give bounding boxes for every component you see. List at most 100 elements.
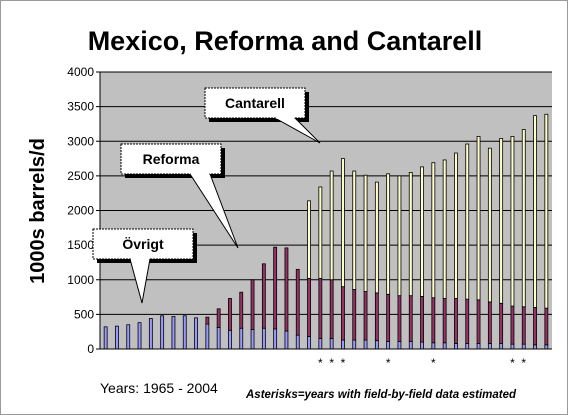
bar-vrigt-2002 bbox=[521, 343, 526, 350]
bar-reforma-1974 bbox=[205, 316, 210, 325]
asterisk-1984: * bbox=[318, 356, 323, 370]
bar-cantarell-1996 bbox=[454, 152, 458, 299]
bar-vrigt-1990 bbox=[386, 340, 391, 350]
bar-vrigt-1978 bbox=[250, 329, 255, 350]
bar-reforma-1998 bbox=[476, 299, 481, 344]
y-tick-label: 2000 bbox=[67, 204, 94, 218]
bar-vrigt-1989 bbox=[374, 340, 379, 350]
bar-reforma-1985 bbox=[329, 279, 334, 340]
bar-reforma-1975 bbox=[216, 308, 221, 328]
bar-vrigt-1971 bbox=[171, 316, 176, 350]
bar-cantarell-1986 bbox=[341, 158, 345, 288]
bar-reforma-1992 bbox=[408, 295, 413, 342]
bar-vrigt-2003 bbox=[533, 344, 537, 350]
y-tick-label: 2500 bbox=[67, 169, 94, 183]
bar-cantarell-2000 bbox=[499, 138, 504, 304]
callout-reforma: Reforma bbox=[120, 143, 239, 249]
bar-reforma-1994 bbox=[431, 297, 436, 344]
bar-cantarell-2001 bbox=[510, 136, 515, 307]
bar-reforma-1979 bbox=[261, 263, 266, 329]
callout-box bbox=[204, 87, 306, 119]
asterisk-2001: * bbox=[510, 356, 515, 370]
bar-vrigt-1988 bbox=[363, 339, 368, 350]
bar-vrigt-1984 bbox=[318, 338, 323, 350]
bar-cantarell-1994 bbox=[431, 162, 436, 299]
callout-box bbox=[120, 143, 222, 175]
bar-reforma-1991 bbox=[397, 295, 402, 342]
bar-vrigt-1970 bbox=[160, 315, 165, 350]
bar-vrigt-1981 bbox=[284, 330, 289, 350]
bar-reforma-1981 bbox=[284, 247, 289, 332]
asterisk-1994: * bbox=[431, 356, 436, 370]
y-tick-label: 4000 bbox=[67, 65, 94, 79]
bar-reforma-1982 bbox=[295, 268, 300, 336]
bar-vrigt-1991 bbox=[397, 340, 402, 350]
callouts: Cantarell Reforma Övrigt bbox=[92, 87, 321, 304]
bar-reforma-1989 bbox=[374, 292, 379, 342]
bar-reforma-2000 bbox=[499, 302, 504, 344]
bar-vrigt-1992 bbox=[408, 340, 413, 350]
bar-reforma-1983 bbox=[307, 277, 311, 337]
bar-vrigt-1969 bbox=[148, 318, 153, 350]
asterisk-1990: * bbox=[386, 356, 391, 370]
bar-vrigt-1977 bbox=[239, 327, 244, 350]
bar-reforma-1997 bbox=[465, 298, 470, 344]
bar-reforma-1996 bbox=[454, 298, 458, 344]
bar-reforma-1978 bbox=[250, 279, 255, 331]
bar-reforma-2003 bbox=[533, 307, 537, 346]
bar-vrigt-2004 bbox=[544, 344, 549, 350]
bar-cantarell-1988 bbox=[363, 174, 368, 292]
bar-reforma-2004 bbox=[544, 307, 549, 346]
bar-vrigt-1983 bbox=[307, 336, 311, 350]
bar-vrigt-1979 bbox=[261, 327, 266, 350]
bar-cantarell-1989 bbox=[374, 181, 379, 294]
bar-reforma-1986 bbox=[341, 286, 345, 341]
bar-reforma-1995 bbox=[442, 298, 447, 344]
bar-vrigt-1999 bbox=[487, 343, 492, 350]
bar-vrigt-1974 bbox=[205, 323, 210, 350]
bar-cantarell-1984 bbox=[318, 186, 323, 279]
bar-cantarell-2003 bbox=[533, 115, 537, 308]
y-tick-label: 3500 bbox=[67, 100, 94, 114]
bar-reforma-1976 bbox=[228, 298, 232, 331]
callout-label: Övrigt bbox=[122, 236, 164, 252]
bar-vrigt-1993 bbox=[420, 341, 424, 350]
callout-label: Cantarell bbox=[225, 95, 285, 111]
bar-reforma-2002 bbox=[521, 306, 526, 345]
bar-cantarell-1995 bbox=[442, 159, 447, 299]
y-tick-labels: 0 500 1000 1500 2000 2500 3000 3500 4000 bbox=[67, 65, 94, 356]
bar-vrigt-1995 bbox=[442, 342, 447, 350]
bar-vrigt-1976 bbox=[228, 329, 232, 350]
bar-cantarell-2002 bbox=[521, 129, 526, 308]
bar-vrigt-1973 bbox=[194, 317, 198, 350]
bar-vrigt-1982 bbox=[295, 334, 300, 350]
asterisk-1985: * bbox=[329, 356, 334, 370]
x-axis-label: Years: 1965 - 2004 bbox=[100, 380, 218, 396]
bar-vrigt-1967 bbox=[126, 324, 131, 350]
bar-cantarell-1993 bbox=[420, 166, 424, 297]
bar-vrigt-1980 bbox=[273, 328, 278, 350]
bar-cantarell-1990 bbox=[386, 173, 391, 295]
y-tick-label: 1500 bbox=[67, 238, 94, 252]
bar-reforma-1980 bbox=[273, 246, 278, 330]
bar-vrigt-1975 bbox=[216, 327, 221, 350]
callout-label: Reforma bbox=[143, 151, 200, 167]
bar-vrigt-1998 bbox=[476, 343, 481, 350]
callout-cantarell: Cantarell bbox=[204, 87, 321, 144]
bars bbox=[103, 113, 549, 350]
bar-reforma-1987 bbox=[352, 289, 357, 341]
bar-vrigt-1966 bbox=[115, 325, 119, 350]
bar-cantarell-1991 bbox=[397, 175, 402, 297]
callout-box bbox=[92, 228, 194, 260]
bar-vrigt-2000 bbox=[499, 343, 504, 350]
bar-cantarell-1998 bbox=[476, 136, 481, 301]
chart-note: Asterisks=years with field-by-field data… bbox=[245, 389, 517, 401]
bar-vrigt-1996 bbox=[454, 343, 458, 350]
callout-vrigt: Övrigt bbox=[92, 228, 197, 304]
bar-reforma-1988 bbox=[363, 291, 368, 341]
asterisk-1986: * bbox=[341, 356, 346, 370]
y-tick-label: 0 bbox=[87, 342, 94, 356]
y-tick-label: 3000 bbox=[67, 134, 94, 148]
bar-vrigt-1987 bbox=[352, 339, 357, 350]
